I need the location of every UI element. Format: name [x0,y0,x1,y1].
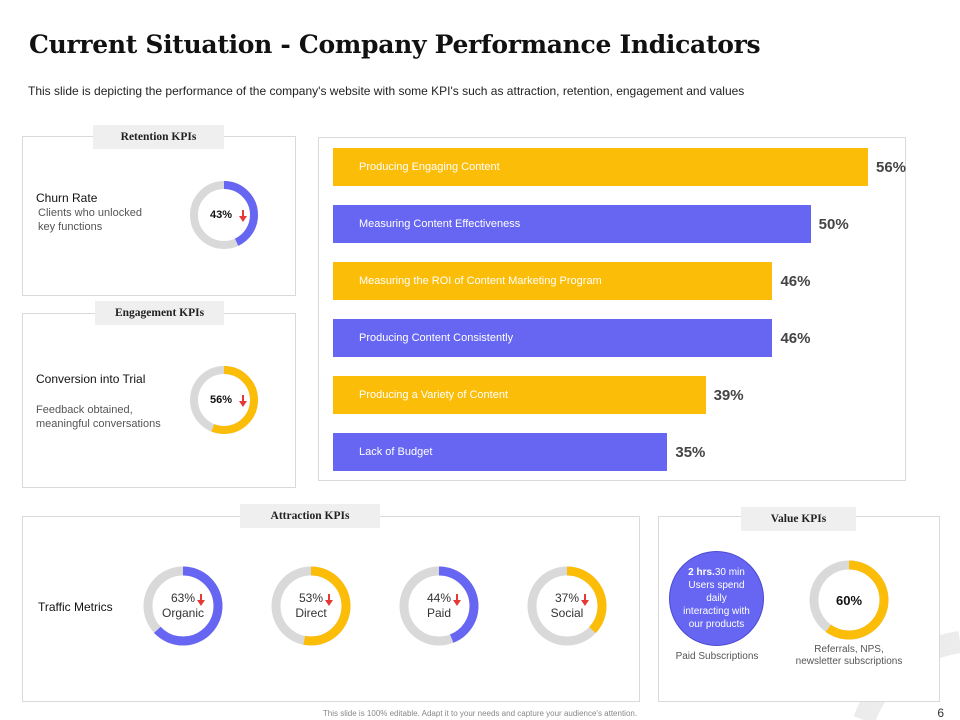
traffic-arc [399,566,479,646]
bar: Producing Content Consistently [333,319,773,357]
traffic-percent: 37% [554,591,580,605]
traffic-percent: 44% [426,591,452,605]
down-arrow-icon [453,594,461,606]
traffic-donut-direct: 53% Direct [271,566,351,646]
engagement-tag: Engagement KPIs [95,301,224,325]
bar-row: Producing Content Consistently 46% [333,319,810,357]
retention-tag: Retention KPIs [93,125,224,149]
bar-value-label: 50% [818,215,849,233]
referrals-value: 60% [835,592,863,608]
churn-rate-desc-1: Clients who unlocked [38,207,142,219]
bar-category-label: Measuring the ROI of Content Marketing P… [359,275,602,287]
conversion-value: 56% [209,394,233,406]
churn-rate-desc-2: key functions [38,221,103,233]
conversion-desc-1: Feedback obtained, [36,404,133,416]
bar: Measuring Content Effectiveness [333,205,811,243]
bar-row: Measuring Content Effectiveness 50% [333,205,849,243]
value-tag: Value KPIs [741,507,856,531]
traffic-channel: Direct [295,606,327,620]
page-subtitle: This slide is depicting the performance … [28,84,745,98]
bar-value-label: 46% [780,329,811,347]
traffic-channel: Organic [161,606,205,620]
traffic-percent: 63% [170,591,196,605]
traffic-donut-text: 44% Paid [399,566,479,646]
traffic-donut-text: 63% Organic [143,566,223,646]
usage-time-bold: 2 hrs. [688,567,715,578]
bar-category-label: Producing a Variety of Content [359,389,508,401]
bar-value-label: 56% [876,158,907,176]
traffic-donut-text: 53% Direct [271,566,351,646]
attraction-panel [22,516,640,702]
usage-line-5: our products [688,619,745,630]
conversion-desc-2: meaningful conversations [36,418,161,430]
conversion-donut: 56% [189,365,259,435]
bar: Lack of Budget [333,433,668,471]
usage-time-rest: 30 min [714,567,745,578]
bar-row: Measuring the ROI of Content Marketing P… [333,262,810,300]
bar: Measuring the ROI of Content Marketing P… [333,262,773,300]
traffic-channel: Paid [426,606,452,620]
churn-rate-donut: 43% [189,180,259,250]
churn-rate-arc [190,181,258,249]
usage-line-2: Users spend [688,580,745,591]
referrals-caption-1: Referrals, NPS, [814,644,884,655]
churn-rate-value: 43% [209,209,233,221]
traffic-arc [271,566,351,646]
bar-value-label: 39% [713,386,744,404]
referrals-caption-2: newsletter subscriptions [795,656,903,667]
conversion-arc [190,366,258,434]
bar-category-label: Producing Content Consistently [359,332,514,344]
churn-rate-label: Churn Rate [36,191,98,205]
down-arrow-icon [239,210,247,222]
page-title: Current Situation - Company Performance … [29,30,761,59]
usage-line-3: daily [706,593,727,604]
bar-chart-panel [318,137,906,481]
traffic-metrics-label: Traffic Metrics [38,600,113,614]
traffic-donut-organic: 63% Organic [143,566,223,646]
traffic-donut-paid: 44% Paid [399,566,479,646]
down-arrow-icon [581,594,589,606]
usage-line-4: interacting with [683,606,750,617]
bar-category-label: Measuring Content Effectiveness [359,218,521,230]
bar: Producing a Variety of Content [333,376,706,414]
bar-value-label: 46% [780,272,811,290]
usage-time-circle: 2 hrs.30 min Users spend daily interacti… [669,551,764,646]
bar: Producing Engaging Content [333,148,868,186]
traffic-donut-text: 37% Social [527,566,607,646]
conversion-label: Conversion into Trial [36,372,146,386]
page-number: 6 [937,706,944,720]
bar-value-label: 35% [675,443,706,461]
traffic-arc [527,566,607,646]
paid-subscriptions-caption: Paid Subscriptions [675,651,759,662]
traffic-channel: Social [550,606,584,620]
traffic-arc [143,566,223,646]
footer-note: This slide is 100% editable. Adapt it to… [322,709,638,718]
referrals-arc [809,560,889,640]
referrals-donut: 60% [809,560,889,640]
down-arrow-icon [325,594,333,606]
bar-category-label: Lack of Budget [359,446,433,458]
attraction-tag: Attraction KPIs [240,504,380,528]
bar-row: Lack of Budget 35% [333,433,705,471]
traffic-donut-social: 37% Social [527,566,607,646]
bar-row: Producing Engaging Content 56% [333,148,906,186]
bar-row: Producing a Variety of Content 39% [333,376,744,414]
down-arrow-icon [239,395,247,407]
traffic-percent: 53% [298,591,324,605]
bar-category-label: Producing Engaging Content [359,161,500,173]
down-arrow-icon [197,594,205,606]
